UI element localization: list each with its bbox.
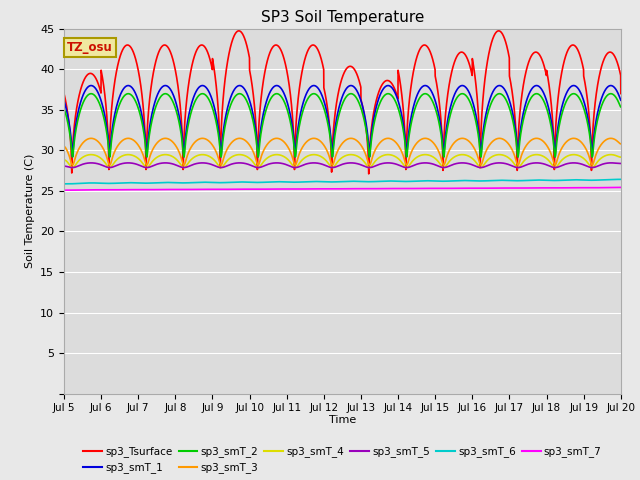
sp3_Tsurface [247,75,255,81]
sp3_smT_7 [617,184,625,190]
sp3_smT_2 [329,152,337,157]
sp3_smT_6 [446,178,454,184]
sp3_Tsurface [127,45,135,51]
Title: SP3 Soil Temperature: SP3 Soil Temperature [260,10,424,25]
sp3_smT_5 [247,163,255,168]
sp3_smT_4 [60,157,68,163]
sp3_smT_4 [127,152,135,158]
sp3_smT_3 [329,162,337,168]
sp3_smT_3 [87,135,95,141]
sp3_smT_6 [247,180,255,185]
Y-axis label: Soil Temperature (C): Soil Temperature (C) [24,154,35,268]
sp3_smT_2 [120,94,127,100]
sp3_smT_5 [119,160,127,166]
sp3_smT_5 [617,161,625,167]
sp3_smT_1 [329,148,337,154]
sp3_smT_6 [127,180,135,186]
sp3_smT_1 [617,97,625,103]
sp3_smT_2 [87,91,95,96]
sp3_smT_7 [127,187,135,192]
X-axis label: Time: Time [329,415,356,425]
sp3_smT_5 [607,160,615,166]
sp3_Tsurface [60,91,68,96]
Line: sp3_smT_6: sp3_smT_6 [64,180,621,184]
sp3_smT_6 [490,178,498,183]
Legend: sp3_Tsurface, sp3_smT_1, sp3_smT_2, sp3_smT_3, sp3_smT_4, sp3_smT_5, sp3_smT_6, : sp3_Tsurface, sp3_smT_1, sp3_smT_2, sp3_… [83,446,602,473]
sp3_smT_4 [247,157,255,163]
sp3_Tsurface [491,32,499,37]
sp3_smT_7 [446,185,454,191]
sp3_smT_7 [490,185,498,191]
sp3_Tsurface [617,91,625,96]
sp3_smT_3 [247,145,255,151]
sp3_smT_3 [491,137,499,143]
sp3_Tsurface [235,28,243,34]
Line: sp3_smT_3: sp3_smT_3 [64,138,621,165]
sp3_smT_4 [491,153,499,158]
sp3_smT_1 [446,106,454,111]
sp3_smT_7 [247,186,255,192]
sp3_smT_1 [247,103,255,109]
sp3_smT_1 [120,86,127,92]
sp3_smT_3 [120,137,127,143]
Line: sp3_smT_7: sp3_smT_7 [64,187,621,190]
sp3_smT_5 [446,163,454,168]
sp3_smT_5 [329,165,337,170]
sp3_smT_3 [68,162,76,168]
sp3_smT_3 [446,146,454,152]
sp3_smT_4 [68,165,76,170]
sp3_smT_4 [607,152,614,157]
sp3_smT_3 [127,136,135,142]
sp3_smT_1 [60,98,68,104]
sp3_Tsurface [446,76,454,82]
sp3_smT_4 [446,158,454,164]
sp3_smT_4 [617,154,625,160]
sp3_smT_3 [617,141,625,147]
sp3_smT_7 [119,187,127,192]
sp3_Tsurface [365,171,372,177]
sp3_smT_7 [329,186,337,192]
Text: TZ_osu: TZ_osu [67,41,113,54]
Line: sp3_smT_1: sp3_smT_1 [64,85,621,156]
sp3_smT_6 [329,179,337,185]
sp3_smT_5 [60,163,68,169]
Line: sp3_Tsurface: sp3_Tsurface [64,31,621,174]
sp3_smT_3 [60,144,68,149]
sp3_smT_1 [87,83,95,88]
sp3_Tsurface [119,46,127,52]
Line: sp3_smT_4: sp3_smT_4 [64,155,621,168]
sp3_smT_2 [60,107,68,112]
sp3_smT_5 [491,160,499,166]
sp3_smT_6 [119,180,127,186]
Line: sp3_smT_2: sp3_smT_2 [64,94,621,157]
sp3_smT_2 [68,154,76,160]
sp3_smT_2 [446,112,454,118]
sp3_smT_5 [68,165,76,170]
sp3_smT_6 [60,181,68,187]
sp3_smT_7 [60,187,68,193]
sp3_smT_2 [491,94,499,100]
sp3_smT_2 [617,104,625,110]
sp3_smT_6 [617,177,625,182]
sp3_smT_1 [127,84,135,90]
sp3_smT_2 [127,92,135,98]
sp3_smT_4 [119,153,127,158]
sp3_smT_4 [329,165,337,170]
sp3_smT_2 [247,110,255,116]
sp3_smT_5 [127,160,135,166]
Line: sp3_smT_5: sp3_smT_5 [64,163,621,168]
sp3_smT_1 [68,154,76,159]
sp3_smT_1 [491,86,499,92]
sp3_Tsurface [329,137,337,143]
